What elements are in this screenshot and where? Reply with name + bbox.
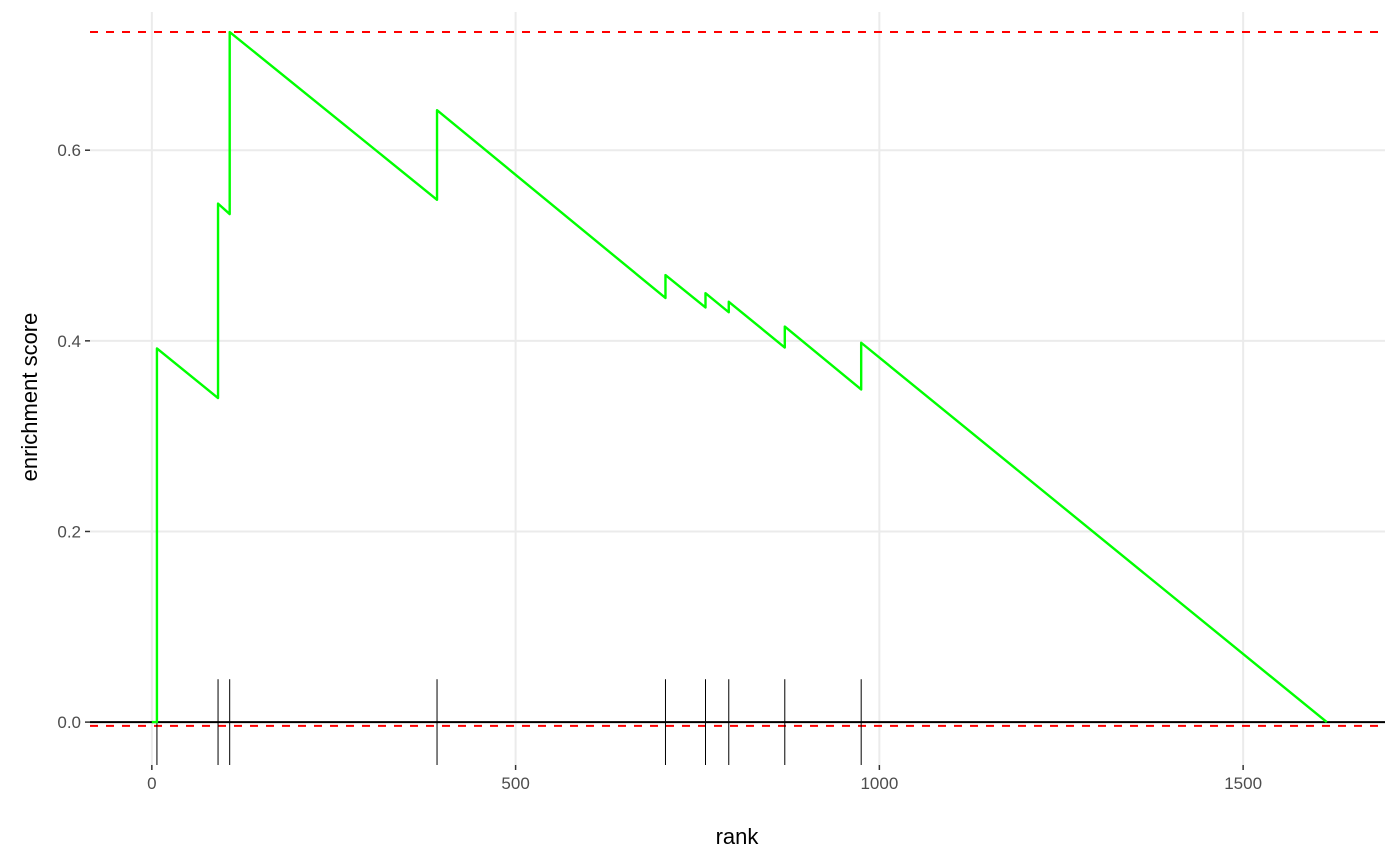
y-tick-label: 0.6 [57,141,81,160]
y-axis-ticks: 0.0 0.2 0.4 0.6 [57,141,90,732]
y-axis-title: enrichment score [17,313,42,482]
x-axis-title: rank [716,824,760,849]
y-tick-label: 0.0 [57,713,81,732]
y-tick-label: 0.4 [57,332,81,351]
x-tick-label: 0 [147,774,156,793]
x-tick-label: 1000 [860,774,898,793]
x-axis-ticks: 0 500 1000 1500 [147,765,1262,793]
grid-lines [90,12,1385,765]
x-tick-label: 500 [501,774,529,793]
y-tick-label: 0.2 [57,522,81,541]
x-tick-label: 1500 [1224,774,1262,793]
enrichment-score-line [151,30,1328,724]
reference-lines [90,31,1385,727]
